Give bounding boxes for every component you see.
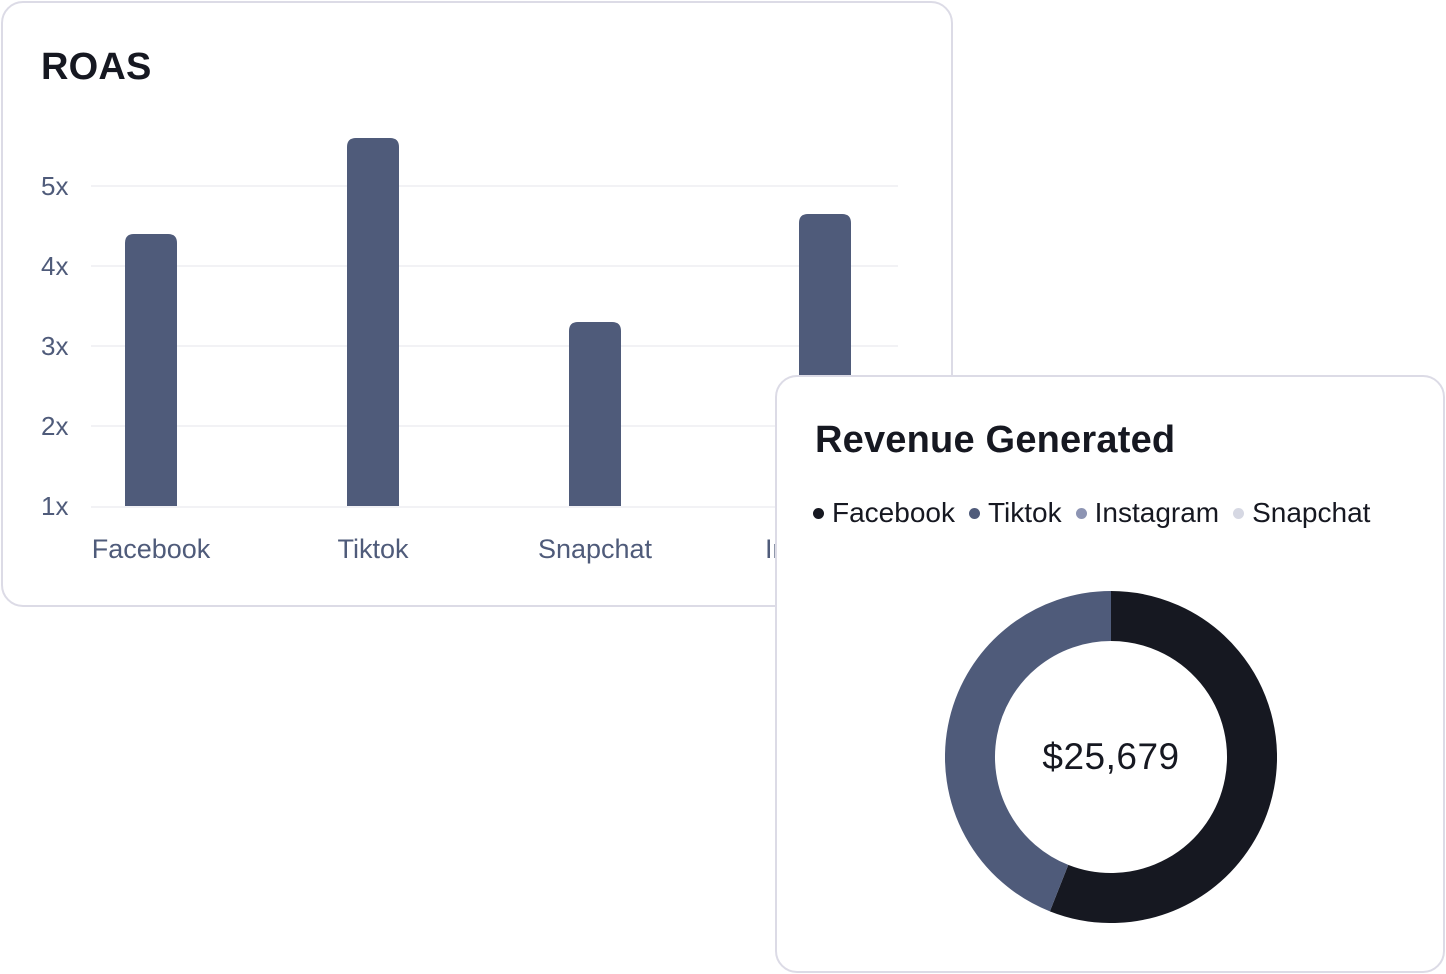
legend-item-tiktok: Tiktok [968,497,1062,528]
y-tick-label: 5x [41,171,68,201]
donut-slice-facebook [1049,591,1277,923]
y-tick-label: 4x [41,251,68,281]
roas-card: ROAS 1x2x3x4x5xFacebookTiktokSnapchatIns… [1,1,953,607]
x-tick-label: Facebook [92,534,211,564]
roas-chart: 1x2x3x4x5xFacebookTiktokSnapchatInstagra… [41,138,898,564]
revenue-total: $25,679 [1042,736,1180,777]
y-tick-label: 3x [41,331,68,361]
legend-dot-icon [968,507,980,519]
legend-dot-icon [813,507,824,519]
roas-title: ROAS [41,46,152,88]
bar-tiktok [347,138,399,506]
legend-label: Facebook [832,497,955,528]
x-tick-label: Snapchat [538,534,653,564]
legend-dot-icon [1233,507,1245,519]
revenue-card: Revenue Generated Facebook Tiktok Instagra… [775,375,1445,973]
legend-label: Instagram [1094,497,1220,528]
legend-item-snapchat: Snapchat [1233,499,1370,527]
legend-item-facebook: Facebook [813,499,955,527]
revenue-title: Revenue Generated [815,419,1176,461]
legend-dot-icon [1075,507,1087,519]
y-tick-label: 1x [41,491,68,521]
bar-snapchat [569,322,621,506]
revenue-legend: Facebook Tiktok Instagram Snapchat [813,499,1384,527]
legend-label: Tiktok [987,497,1062,528]
y-tick-label: 2x [41,411,68,441]
legend-item-instagram: Instagram [1075,497,1220,528]
revenue-donut-chart [945,591,1277,923]
x-tick-label: Tiktok [337,534,409,564]
bar-facebook [125,234,177,506]
legend-label: Snapchat [1252,497,1371,528]
donut-slice-tiktok [945,591,1112,912]
